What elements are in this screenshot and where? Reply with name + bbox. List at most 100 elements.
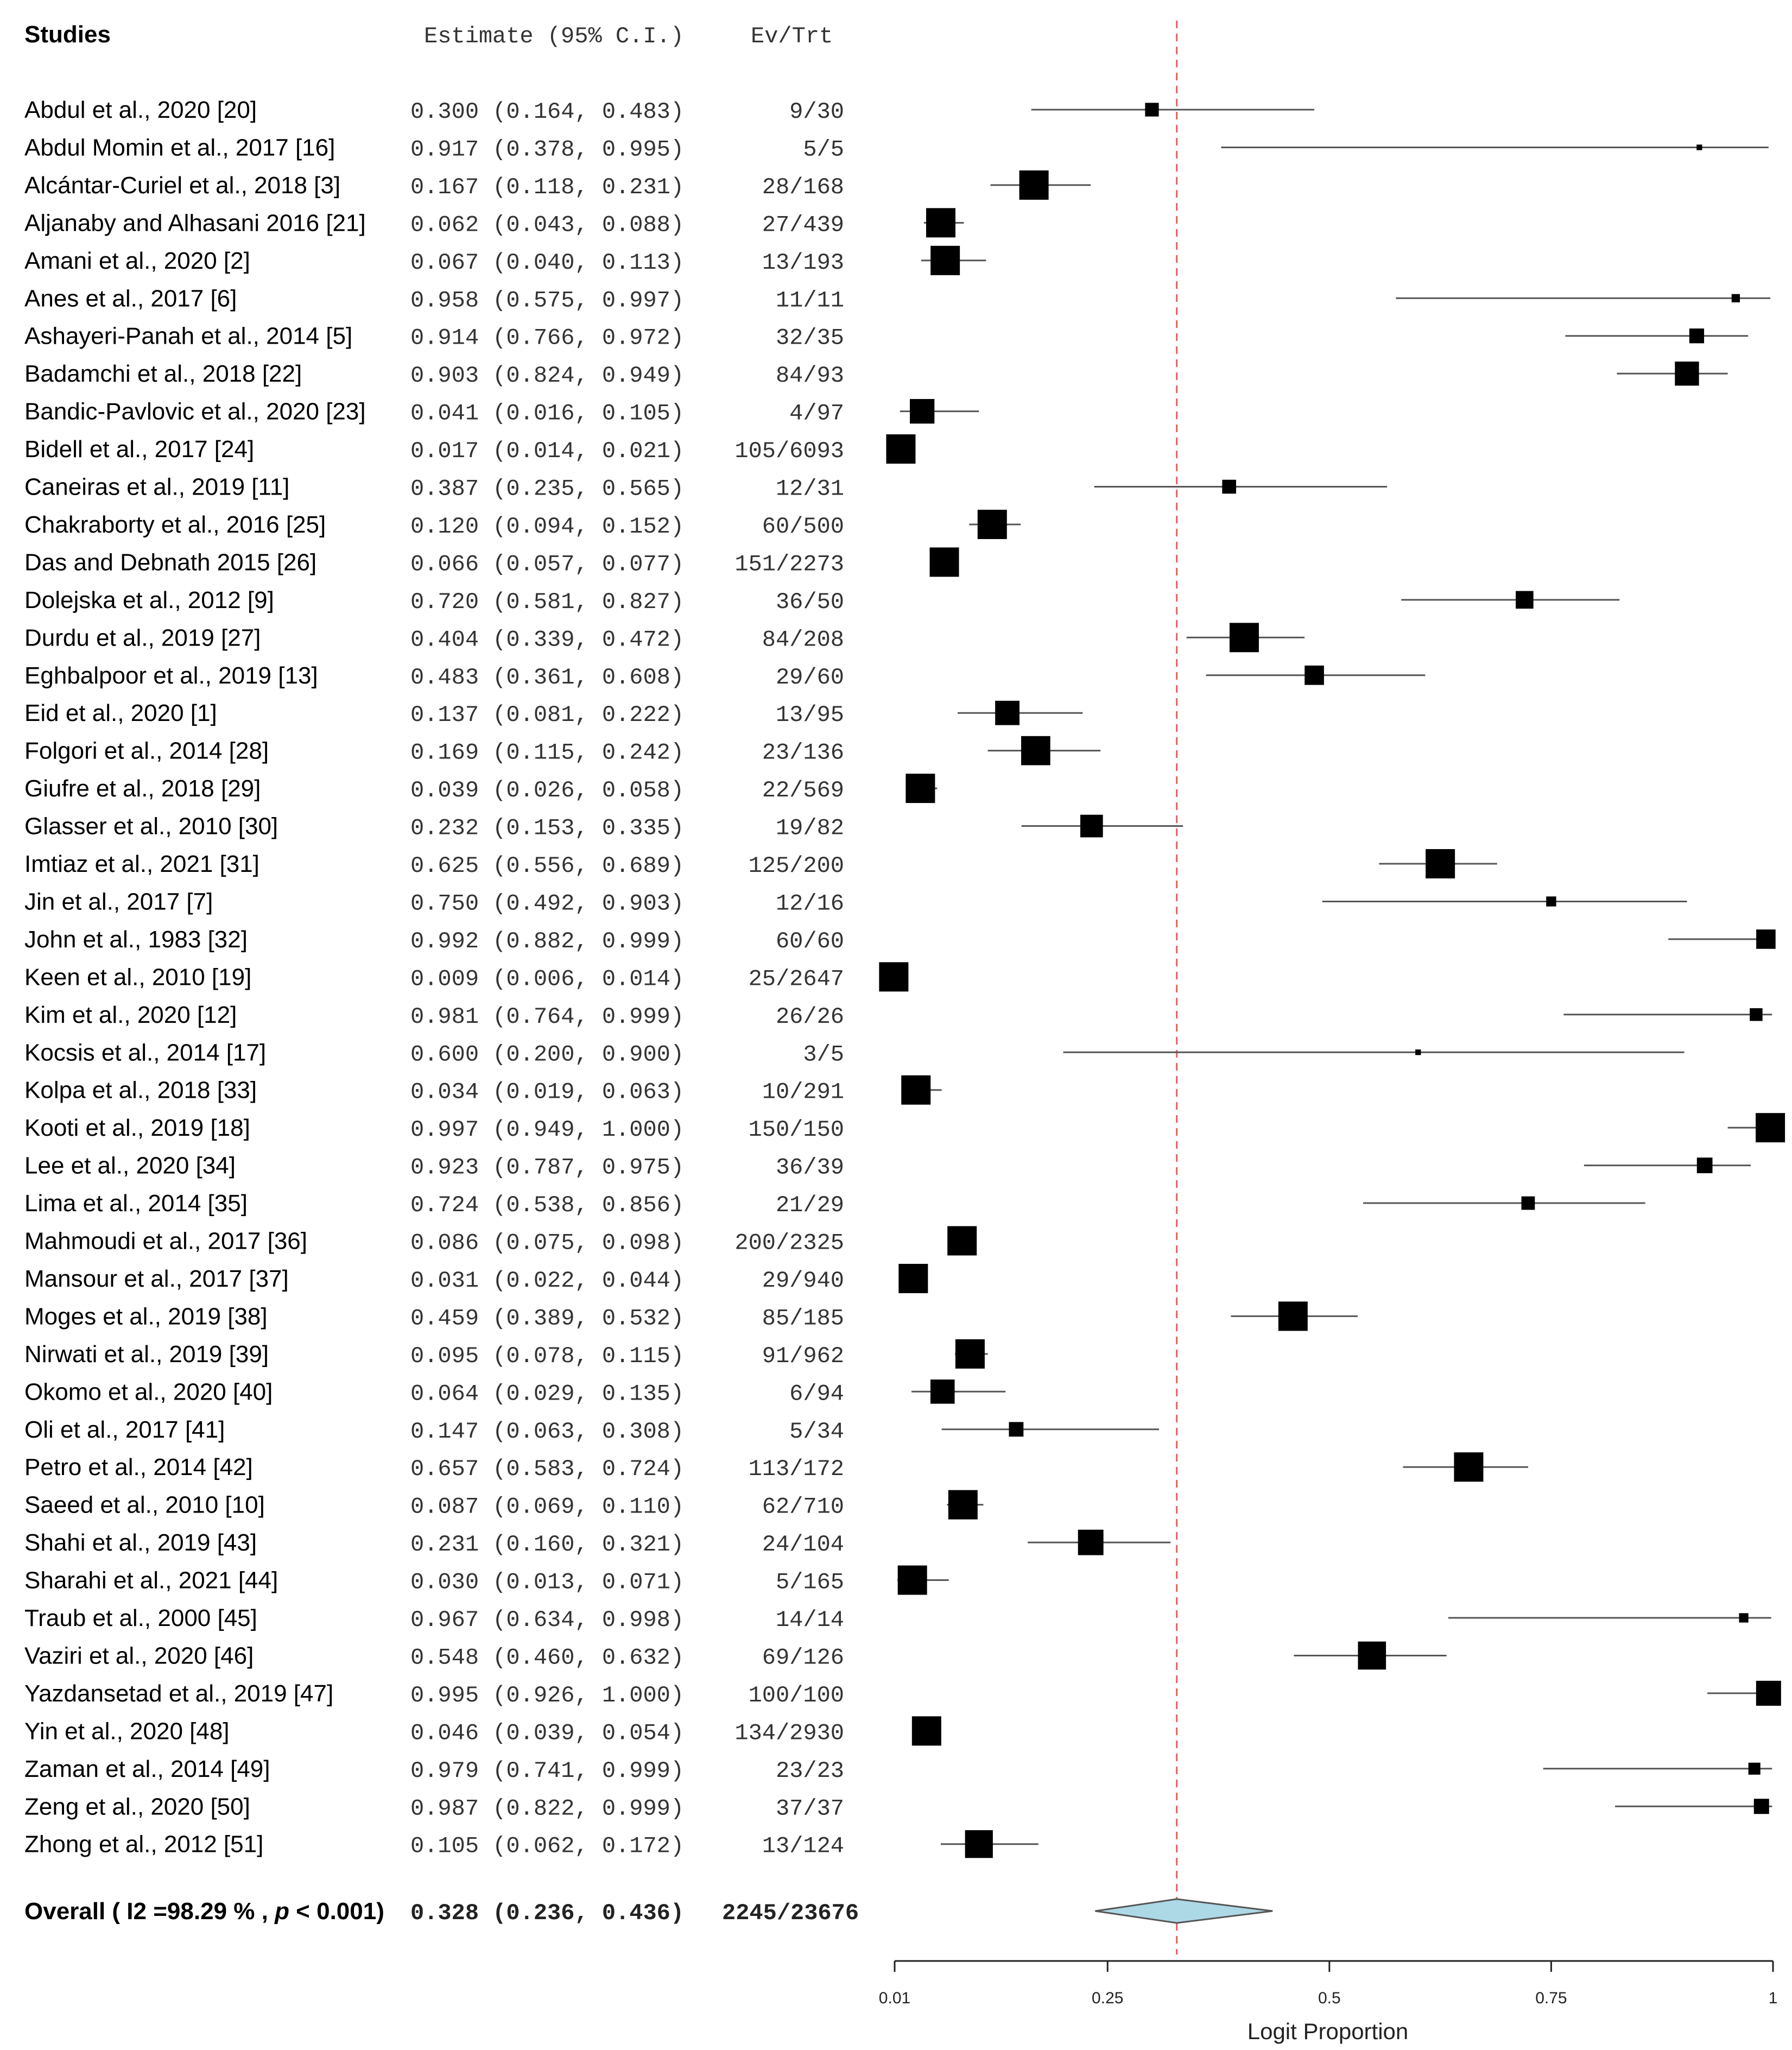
study-events: 13/95 (776, 702, 844, 728)
study-point-marker (1019, 170, 1049, 200)
study-events: 5/34 (789, 1419, 844, 1445)
study-row: Lima et al., 2014 [35] 0.724 (0.538, 0.85… (24, 1190, 1645, 1218)
study-estimate-ci: 0.995 (0.926, 1.000) (410, 1682, 684, 1709)
study-label: Kocsis et al., 2014 [17] (24, 1039, 266, 1066)
study-point-marker (1145, 103, 1159, 117)
study-row: Badamchi et al., 2018 [22] 0.903 (0.824, … (24, 360, 1728, 389)
study-estimate-ci: 0.046 (0.039, 0.054) (410, 1720, 684, 1746)
study-point-marker (929, 547, 959, 577)
study-point-marker (1731, 294, 1740, 302)
study-row: Oli et al., 2017 [41] 0.147 (0.063, 0.308… (24, 1416, 1160, 1445)
study-row: Amani et al., 2020 [2] 0.067 (0.040, 0.11… (24, 245, 986, 276)
study-row: Sharahi et al., 2021 [44] 0.030 (0.013, 0… (24, 1565, 949, 1596)
study-label: Kolpa et al., 2018 [33] (24, 1077, 257, 1104)
study-events: 151/2273 (734, 551, 844, 577)
study-estimate-ci: 0.917 (0.378, 0.995) (410, 136, 684, 162)
study-row: Okomo et al., 2020 [40] 0.064 (0.029, 0.1… (24, 1378, 1006, 1407)
study-estimate-ci: 0.086 (0.075, 0.098) (410, 1230, 684, 1256)
study-estimate-ci: 0.979 (0.741, 0.999) (410, 1758, 684, 1784)
study-point-marker (1739, 1613, 1749, 1623)
study-estimate-ci: 0.066 (0.057, 0.077) (410, 551, 684, 577)
study-label: Petro et al., 2014 [42] (24, 1454, 253, 1480)
study-events: 36/39 (776, 1155, 844, 1181)
study-estimate-ci: 0.981 (0.764, 0.999) (410, 1004, 684, 1030)
study-events: 12/16 (776, 890, 844, 916)
study-events: 12/31 (776, 476, 844, 502)
study-label: Das and Debnath 2015 [26] (24, 549, 316, 575)
study-estimate-ci: 0.992 (0.882, 0.999) (410, 928, 684, 954)
study-label: Saeed et al., 2010 [10] (24, 1492, 265, 1518)
x-axis-tick-label: 1 (1769, 1989, 1778, 2007)
study-point-marker (995, 700, 1020, 725)
study-events: 84/208 (762, 627, 844, 653)
study-point-marker (1750, 1008, 1763, 1021)
study-estimate-ci: 0.903 (0.824, 0.949) (410, 363, 684, 389)
study-events: 134/2930 (734, 1720, 844, 1746)
study-events: 113/172 (749, 1456, 844, 1482)
overall-diamond (1095, 1898, 1273, 1924)
study-row: Alcántar-Curiel et al., 2018 [3] 0.167 (0… (24, 170, 1091, 200)
study-label: Traub et al., 2000 [45] (24, 1605, 257, 1631)
study-point-marker (1278, 1301, 1308, 1331)
study-row: Caneiras et al., 2019 [11] 0.387 (0.235, … (24, 474, 1388, 502)
study-point-marker (1748, 1762, 1761, 1775)
study-row: Zhong et al., 2012 [51] 0.105 (0.062, 0.1… (24, 1830, 1039, 1859)
study-events: 3/5 (803, 1041, 844, 1067)
study-estimate-ci: 0.095 (0.078, 0.115) (410, 1343, 684, 1369)
study-row: Lee et al., 2020 [34] 0.923 (0.787, 0.975… (24, 1153, 1751, 1181)
study-label: Dolejska et al., 2012 [9] (24, 587, 274, 613)
study-row: Eid et al., 2020 [1] 0.137 (0.081, 0.222)… (24, 700, 1083, 728)
study-events: 100/100 (749, 1682, 844, 1709)
study-row: Keen et al., 2010 [19] 0.009 (0.006, 0.01… (24, 962, 909, 992)
study-events: 60/60 (776, 928, 844, 954)
study-point-marker (926, 208, 955, 238)
study-row: Petro et al., 2014 [42] 0.657 (0.583, 0.7… (24, 1452, 1528, 1482)
study-point-marker (910, 398, 935, 424)
study-events: 84/93 (776, 363, 844, 389)
study-row: Ashayeri-Panah et al., 2014 [5] 0.914 (0.… (24, 323, 1749, 351)
study-estimate-ci: 0.034 (0.019, 0.063) (410, 1079, 684, 1105)
study-point-marker (1521, 1196, 1535, 1210)
study-point-marker (1689, 328, 1705, 344)
header-studies: Studies (24, 21, 111, 48)
study-events: 37/37 (776, 1795, 844, 1821)
study-row: Glasser et al., 2010 [30] 0.232 (0.153, 0… (24, 813, 1183, 841)
x-axis-tick-label: 0.75 (1535, 1989, 1567, 2007)
study-label: Vaziri et al., 2020 [46] (24, 1642, 254, 1669)
study-label: Imtiaz et al., 2021 [31] (24, 851, 259, 877)
study-estimate-ci: 0.600 (0.200, 0.900) (410, 1041, 684, 1067)
study-events: 29/60 (776, 665, 844, 691)
study-point-marker (1753, 1799, 1769, 1814)
study-row: Vaziri et al., 2020 [46] 0.548 (0.460, 0.… (24, 1641, 1447, 1671)
study-label: Lima et al., 2014 [35] (24, 1190, 248, 1217)
study-events: 14/14 (776, 1607, 844, 1633)
study-label: Bandic-Pavlovic et al., 2020 [23] (24, 398, 366, 425)
study-estimate-ci: 0.548 (0.460, 0.632) (410, 1644, 684, 1671)
study-point-marker (901, 1075, 931, 1105)
study-events: 150/150 (749, 1117, 844, 1143)
study-estimate-ci: 0.987 (0.822, 0.999) (410, 1795, 684, 1821)
study-row: Traub et al., 2000 [45] 0.967 (0.634, 0.9… (24, 1605, 1771, 1633)
study-estimate-ci: 0.387 (0.235, 0.565) (410, 476, 684, 502)
study-point-marker (1358, 1641, 1386, 1670)
study-label: Abdul Momin et al., 2017 [16] (24, 134, 335, 161)
study-point-marker (930, 245, 960, 275)
study-estimate-ci: 0.231 (0.160, 0.321) (410, 1532, 684, 1558)
study-row: Dolejska et al., 2012 [9] 0.720 (0.581, 0… (24, 587, 1620, 615)
study-point-marker (1454, 1452, 1484, 1482)
study-estimate-ci: 0.009 (0.006, 0.014) (410, 966, 684, 992)
study-point-marker (948, 1490, 978, 1520)
overall-label-suffix: < 0.001) (289, 1898, 384, 1925)
study-point-marker (1756, 1680, 1781, 1706)
study-events: 5/165 (776, 1570, 844, 1596)
study-events: 69/126 (762, 1644, 844, 1671)
study-label: Giufre et al., 2018 [29] (24, 775, 261, 802)
study-estimate-ci: 0.459 (0.389, 0.532) (410, 1305, 684, 1331)
study-point-marker (911, 1716, 941, 1746)
study-label: Mahmoudi et al., 2017 [36] (24, 1228, 307, 1255)
study-estimate-ci: 0.724 (0.538, 0.856) (410, 1192, 684, 1218)
overall-row: Overall ( I2 =98.29 % , p < 0.001) 0.328… (24, 1898, 1273, 1926)
study-estimate-ci: 0.041 (0.016, 0.105) (410, 401, 684, 427)
study-label: Badamchi et al., 2018 [22] (24, 360, 302, 387)
